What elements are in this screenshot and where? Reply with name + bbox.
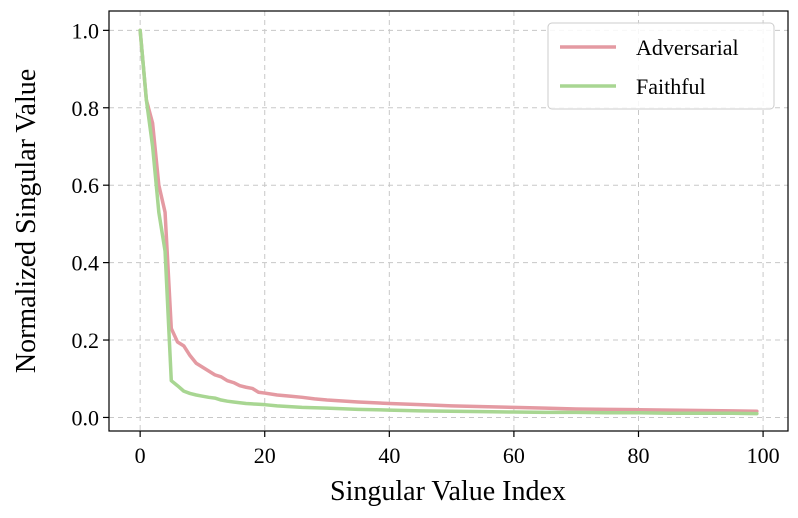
x-tick-label: 80 [627,443,649,468]
legend-label-faithful: Faithful [636,74,706,99]
ticks: 0 20 40 60 80 100 0.0 0.2 0.4 0.6 0.8 1.0 [72,18,780,468]
y-tick-label: 1.0 [72,18,100,43]
x-tick-label: 60 [503,443,525,468]
grid [109,11,788,431]
y-tick-label: 0.8 [72,96,100,121]
x-tick-label: 100 [747,443,780,468]
x-tick-label: 20 [254,443,276,468]
plot-frame [108,10,789,432]
y-axis-label: Normalized Singular Value [11,69,42,373]
x-tick-label: 0 [135,443,146,468]
x-axis-label: Singular Value Index [330,476,566,507]
legend: Adversarial Faithful [547,22,775,110]
y-tick-label: 0.2 [72,328,100,353]
series-line-faithful [138,28,759,416]
y-tick-label: 0.0 [72,405,100,430]
series-line-adversarial [138,28,759,414]
y-tick-label: 0.4 [72,251,100,276]
y-tick-label: 0.6 [72,173,100,198]
legend-label-adversarial: Adversarial [636,35,739,60]
series-layer [138,28,759,416]
x-tick-label: 40 [378,443,400,468]
